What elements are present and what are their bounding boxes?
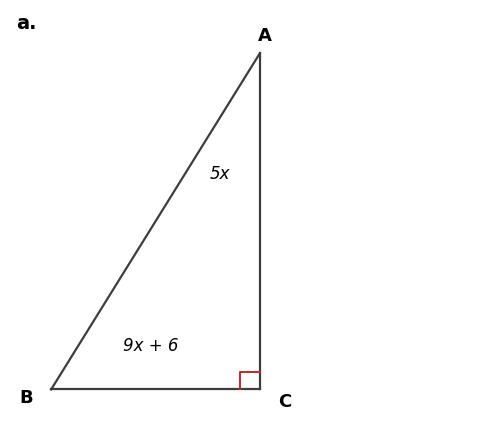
Text: C: C bbox=[278, 394, 291, 411]
Text: 9x + 6: 9x + 6 bbox=[123, 337, 178, 355]
Text: A: A bbox=[258, 27, 272, 45]
Text: a.: a. bbox=[16, 14, 37, 33]
Text: B: B bbox=[20, 389, 33, 407]
Text: 5x: 5x bbox=[210, 165, 231, 183]
